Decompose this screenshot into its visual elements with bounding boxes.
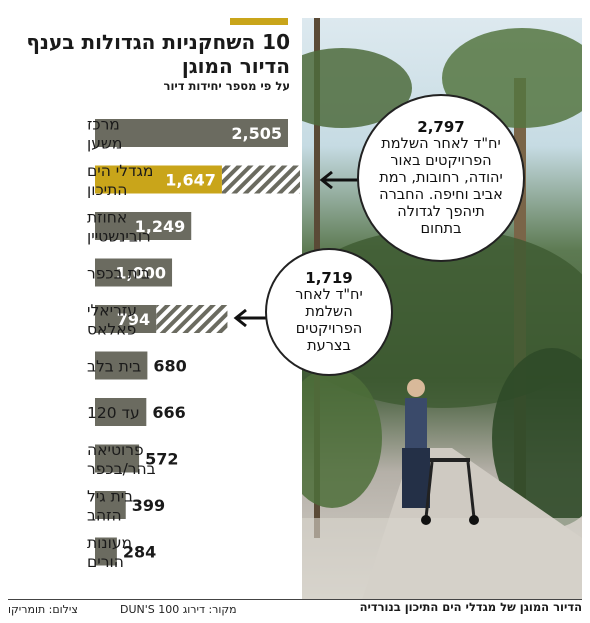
bar-value-label: 794 xyxy=(117,310,150,329)
bar xyxy=(95,165,222,194)
bar-future-extension xyxy=(221,165,300,194)
photo-credit: צילום: תומריקו xyxy=(8,603,78,616)
callout-megdalei-hayam: 2,797 יח"ד לאחר השלמת הפרויקטים באור יהו… xyxy=(357,94,525,262)
bar xyxy=(95,119,288,147)
footer-divider xyxy=(8,599,582,600)
category-label: עזריאלי xyxy=(87,302,137,320)
callout-line: בצרעת xyxy=(307,338,351,354)
category-label: פאלאס xyxy=(87,321,136,339)
category-label: בית בכפר xyxy=(87,265,150,283)
category-label: בהר/בכפר xyxy=(87,460,156,478)
bar xyxy=(95,305,157,333)
category-label: אחוזת xyxy=(87,209,127,227)
callout-line: יהודה, רחובות, רמת xyxy=(379,170,503,186)
chart-title-line2: הדיור המוגן xyxy=(181,54,290,78)
category-label: בית גיל xyxy=(87,488,133,506)
accent-bar xyxy=(230,18,288,25)
callout-line: הפרויקטים באור xyxy=(390,153,492,169)
callout-line: בתחום xyxy=(420,221,462,237)
bar-value-label: 2,505 xyxy=(231,124,282,143)
bar-value-label: 284 xyxy=(123,543,156,562)
callout-line: אביב וחיפה. החברה xyxy=(379,187,503,203)
bar xyxy=(95,351,148,380)
category-label: מעונות xyxy=(87,534,132,552)
category-label: הזהב xyxy=(87,507,122,525)
category-label: הורים xyxy=(87,553,124,571)
callout-number: 2,797 xyxy=(417,118,465,136)
chart-title-line1: 10 השחקניות הגדולות בענף xyxy=(26,30,290,54)
bar xyxy=(95,258,173,287)
category-label: עד 120 xyxy=(87,404,140,422)
bar-value-label: 1,647 xyxy=(165,171,216,190)
bar xyxy=(95,491,126,519)
arrow-icon xyxy=(319,170,362,190)
callout-line: הפרויקטים xyxy=(295,321,363,337)
callout-line: השלמת xyxy=(305,304,353,320)
chart-subtitle: על פי מספר יחידות דיור xyxy=(163,79,290,93)
callout-azrieli-palace: 1,719 יח"ד לאחר השלמת הפרויקטים בצרעת xyxy=(265,248,393,376)
bar xyxy=(95,537,117,566)
category-label: פרוטיאה xyxy=(87,441,144,459)
category-label: מרכז xyxy=(87,116,120,134)
bar-value-label: 666 xyxy=(152,403,185,422)
source-note: מקור: דירוג DUN'S 100 xyxy=(120,603,237,616)
bar xyxy=(95,212,192,240)
bar-value-label: 399 xyxy=(132,496,165,515)
bar-value-label: 572 xyxy=(145,450,178,469)
category-label: רובינשטיין xyxy=(87,228,151,246)
callout-number: 1,719 xyxy=(305,269,353,287)
arrow-icon xyxy=(233,308,268,328)
bar-future-extension xyxy=(156,305,228,333)
category-label: התיכון xyxy=(87,181,127,199)
bar-value-label: 680 xyxy=(153,357,186,376)
callout-line: תיהפך לגדולה xyxy=(397,204,485,220)
photo-caption: הדיור המוגן של מגדלי הים התיכון בנורדיה xyxy=(359,600,582,614)
category-label: מגדלי הים xyxy=(87,162,153,180)
bar xyxy=(95,398,147,426)
category-label: משען xyxy=(87,135,122,153)
bar-value-label: 1,000 xyxy=(115,264,166,283)
category-label: בית בלב xyxy=(87,358,141,376)
callout-line: יח"ד לאחר xyxy=(295,287,363,303)
bar-value-label: 1,249 xyxy=(135,217,186,236)
bar xyxy=(95,444,140,473)
callout-line: יח"ד לאחר השלמת xyxy=(381,136,501,152)
